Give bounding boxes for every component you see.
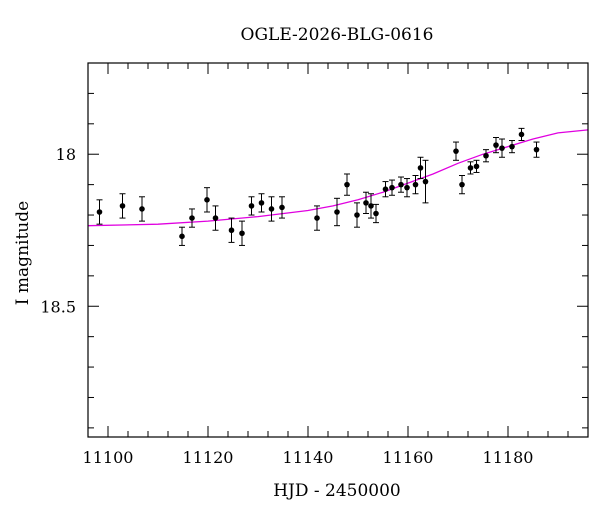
data-point xyxy=(467,161,474,175)
data-points-layer xyxy=(96,127,540,246)
data-point-marker xyxy=(119,203,126,209)
data-point xyxy=(239,220,245,246)
data-point xyxy=(533,141,540,158)
data-point-marker xyxy=(179,233,185,240)
data-point xyxy=(279,196,285,219)
data-point xyxy=(354,202,360,228)
data-point-marker xyxy=(189,215,195,221)
data-point-marker xyxy=(239,230,245,237)
data-point xyxy=(493,136,499,154)
data-point xyxy=(389,179,395,196)
data-point-marker xyxy=(382,186,389,192)
data-point xyxy=(417,156,424,180)
data-point-marker xyxy=(453,148,459,154)
data-point xyxy=(258,193,265,213)
data-point xyxy=(518,127,525,142)
data-point-marker xyxy=(212,215,219,221)
x-tick-label: 11180 xyxy=(483,448,534,467)
data-point xyxy=(268,196,275,222)
chart-title: OGLE-2026-BLG-0616 xyxy=(241,25,434,45)
axes-layer: 11100 11120 11140 11160 11180 18 18.5 xyxy=(40,62,589,467)
x-axis-label: HJD - 2450000 xyxy=(273,481,401,501)
data-point-marker xyxy=(248,203,255,209)
data-point-marker xyxy=(368,203,374,209)
data-point xyxy=(398,176,404,193)
x-tick-label: 11120 xyxy=(183,448,234,467)
data-point-marker xyxy=(499,145,505,151)
x-tick-label: 11160 xyxy=(383,448,434,467)
data-point-marker xyxy=(483,152,489,159)
data-point-marker xyxy=(279,204,285,211)
data-point xyxy=(139,196,145,222)
data-point xyxy=(344,173,350,196)
model-curve-layer xyxy=(87,129,589,227)
data-point xyxy=(483,149,489,163)
data-point-marker xyxy=(314,215,320,221)
x-tick-label: 11100 xyxy=(83,448,134,467)
data-point-marker xyxy=(422,178,429,185)
data-point-marker xyxy=(412,181,419,188)
data-point xyxy=(368,193,374,219)
data-point xyxy=(404,178,410,198)
data-point-marker xyxy=(509,143,515,150)
data-point xyxy=(363,191,369,215)
data-point-marker xyxy=(139,206,145,212)
data-point xyxy=(412,175,419,195)
y-tick-label: 18 xyxy=(56,145,76,164)
data-point-marker xyxy=(473,163,480,170)
data-point-marker xyxy=(268,206,275,212)
data-point-marker xyxy=(373,210,379,217)
data-point-marker xyxy=(96,209,103,215)
data-point-marker xyxy=(467,165,474,171)
data-point-marker xyxy=(228,227,235,234)
data-point xyxy=(509,140,515,154)
data-point-marker xyxy=(533,146,540,153)
data-point xyxy=(382,181,389,198)
data-point-marker xyxy=(493,142,499,148)
data-point xyxy=(453,141,459,161)
data-point-marker xyxy=(344,181,350,188)
data-point-marker xyxy=(417,165,424,171)
data-point xyxy=(204,187,210,213)
y-axis-label: I magnitude xyxy=(13,201,33,305)
data-point xyxy=(119,193,126,219)
data-point xyxy=(228,217,235,243)
data-point xyxy=(473,159,480,173)
data-point xyxy=(459,175,465,195)
data-point xyxy=(373,203,379,224)
data-point-marker xyxy=(363,200,369,206)
data-point xyxy=(334,197,340,227)
data-point-marker xyxy=(398,181,404,188)
data-point-marker xyxy=(334,209,340,215)
data-point xyxy=(212,205,219,231)
data-point xyxy=(96,199,103,225)
y-tick-label: 18.5 xyxy=(40,297,76,316)
data-point-marker xyxy=(389,184,395,191)
x-tick-label: 11140 xyxy=(283,448,334,467)
data-point-marker xyxy=(204,197,210,203)
model-curve xyxy=(87,129,589,227)
data-point xyxy=(314,205,320,231)
data-point xyxy=(179,226,185,246)
data-point-marker xyxy=(258,200,265,206)
data-point xyxy=(248,196,255,216)
data-point xyxy=(422,159,429,204)
data-point xyxy=(499,138,505,158)
data-point-marker xyxy=(518,131,525,138)
data-point xyxy=(189,208,195,228)
data-point-marker xyxy=(354,212,360,218)
plot-frame xyxy=(87,62,589,438)
data-point-marker xyxy=(404,184,410,191)
data-point-marker xyxy=(459,181,465,188)
